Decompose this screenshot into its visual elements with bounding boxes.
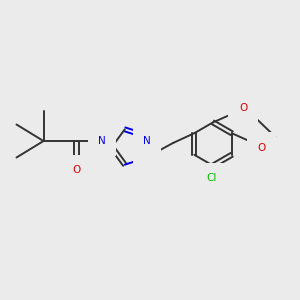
Text: O: O xyxy=(239,103,247,113)
Text: O: O xyxy=(72,165,81,175)
Text: O: O xyxy=(258,142,266,153)
Text: N: N xyxy=(143,148,151,158)
Text: Cl: Cl xyxy=(206,173,217,183)
Text: N: N xyxy=(143,136,151,146)
Text: H: H xyxy=(97,128,104,137)
Text: N: N xyxy=(98,136,106,146)
